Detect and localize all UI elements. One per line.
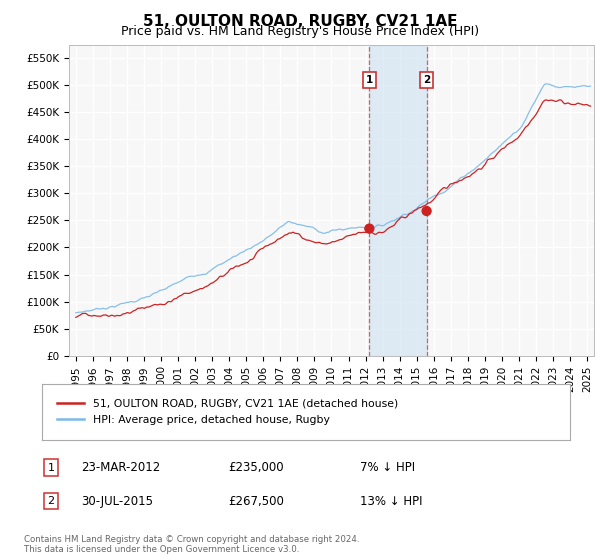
Text: 51, OULTON ROAD, RUGBY, CV21 1AE: 51, OULTON ROAD, RUGBY, CV21 1AE — [143, 14, 457, 29]
Text: 13% ↓ HPI: 13% ↓ HPI — [360, 494, 422, 508]
Bar — [370, 45, 427, 356]
Text: 1: 1 — [47, 463, 55, 473]
Text: 2: 2 — [423, 75, 430, 85]
Text: 1: 1 — [366, 75, 373, 85]
Text: £267,500: £267,500 — [228, 494, 284, 508]
Text: £235,000: £235,000 — [228, 461, 284, 474]
Text: Contains HM Land Registry data © Crown copyright and database right 2024.
This d: Contains HM Land Registry data © Crown c… — [24, 535, 359, 554]
Text: Price paid vs. HM Land Registry's House Price Index (HPI): Price paid vs. HM Land Registry's House … — [121, 25, 479, 38]
Point — [422, 207, 431, 216]
Text: 7% ↓ HPI: 7% ↓ HPI — [360, 461, 415, 474]
Text: 30-JUL-2015: 30-JUL-2015 — [81, 494, 153, 508]
Text: 23-MAR-2012: 23-MAR-2012 — [81, 461, 160, 474]
Point — [365, 224, 374, 233]
Legend: 51, OULTON ROAD, RUGBY, CV21 1AE (detached house), HPI: Average price, detached : 51, OULTON ROAD, RUGBY, CV21 1AE (detach… — [53, 394, 403, 429]
Text: 2: 2 — [47, 496, 55, 506]
